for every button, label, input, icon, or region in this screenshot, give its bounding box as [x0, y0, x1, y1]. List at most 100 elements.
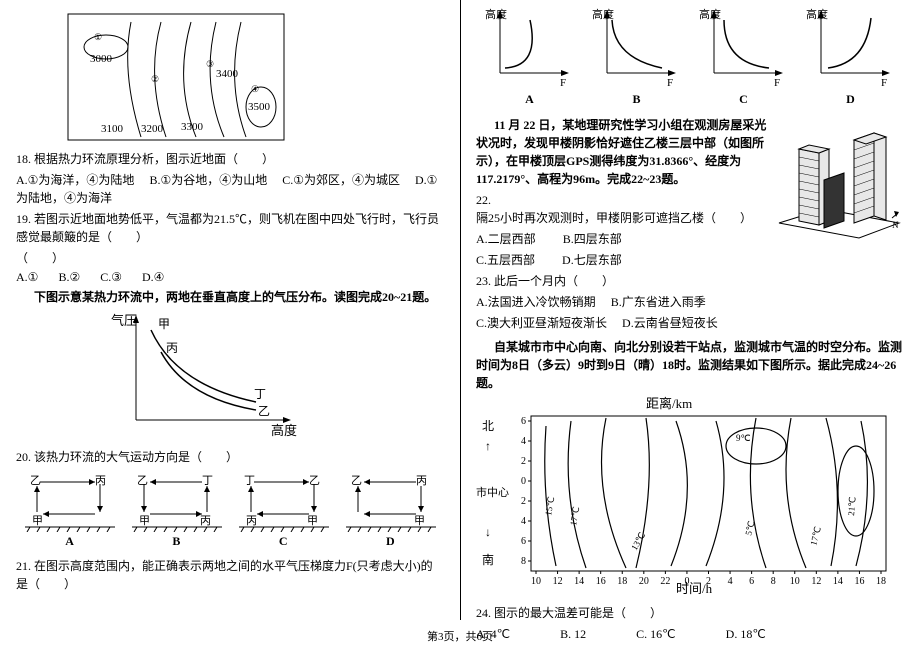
svg-text:丙: 丙 [166, 341, 178, 355]
q18-opts: A.①为海洋，④为陆地 B.①为谷地，④为山地 C.①为郊区，④为城区 D.①为… [16, 171, 444, 207]
q22-opts2: C.五层西部 D.七层东部 [476, 251, 768, 269]
svg-text:16: 16 [596, 576, 606, 587]
svg-text:3400: 3400 [216, 68, 239, 80]
svg-text:2: 2 [521, 456, 526, 467]
q20-b: B [172, 534, 180, 549]
svg-text:20: 20 [639, 576, 649, 587]
svg-text:乙: 乙 [30, 474, 41, 487]
svg-text:甲: 甲 [32, 515, 43, 527]
hf-d: 高度 F D [806, 8, 896, 107]
svg-text:9℃: 9℃ [736, 433, 751, 443]
passage-22-23: 11 月 22 日，某地理研究性学习小组在观测房屋采光状况时，发现甲楼阴影恰好遮… [476, 116, 768, 188]
passage-20-21: 下图示意某热力环流中，两地在垂直高度上的气压分布。读图完成20~21题。 [16, 288, 444, 306]
svg-text:甲: 甲 [414, 515, 425, 527]
q20-dia-a: 乙 丙 甲 [25, 472, 115, 532]
svg-text:3500: 3500 [248, 101, 271, 113]
hf-d-label: D [806, 92, 896, 107]
svg-text:10: 10 [790, 576, 800, 587]
svg-text:3200: 3200 [141, 123, 164, 135]
svg-text:N: N [892, 220, 899, 230]
svg-text:①: ① [94, 32, 102, 42]
svg-text:丁: 丁 [244, 475, 255, 487]
q22-num: 22. [476, 193, 491, 207]
svg-text:18: 18 [617, 576, 627, 587]
q23: 23. 此后一个月内（ ） [476, 272, 768, 290]
svg-text:丁: 丁 [202, 475, 213, 487]
svg-text:12: 12 [811, 576, 821, 587]
q19-num: 19. [16, 212, 31, 226]
hf-c-label: C [699, 92, 789, 107]
svg-text:高度: 高度 [271, 423, 297, 438]
svg-text:南: 南 [482, 552, 494, 567]
svg-text:16: 16 [854, 576, 864, 587]
q22-opts1: A.二层西部 B.四层东部 [476, 230, 768, 248]
contour-figure: ① 3000 ② ③ ④ 3100 3200 3300 3400 3500 [66, 12, 444, 146]
hf-a-label: A [485, 92, 575, 107]
svg-text:乙: 乙 [137, 474, 148, 487]
q19-c: C.③ [100, 270, 122, 285]
svg-text:市中心: 市中心 [476, 485, 509, 499]
svg-text:0: 0 [521, 476, 526, 487]
q22-stem: 隔25小时再次观测时，甲楼阴影可遮挡乙楼（ ） [476, 211, 752, 225]
svg-text:③: ③ [206, 59, 214, 69]
q20-diagrams: 乙 丙 甲 乙 丁 [16, 472, 444, 532]
svg-text:6: 6 [521, 416, 526, 427]
q23-stem: 此后一个月内（ ） [494, 274, 614, 288]
svg-text:10: 10 [531, 576, 541, 587]
svg-text:↑: ↑ [485, 439, 491, 453]
svg-text:丙: 丙 [246, 515, 257, 527]
q20-opts: A B C D [16, 534, 444, 549]
q19-a: A.① [16, 270, 38, 285]
q20-c: C [279, 534, 288, 549]
q20-stem: 该热力环流的大气运动方向是（ ） [34, 450, 238, 464]
svg-text:④: ④ [251, 84, 259, 94]
pressure-svg: 气压 高度 甲 丙 丁 乙 [106, 310, 306, 440]
q20-dia-d: 乙 丙 甲 [346, 472, 436, 532]
svg-text:12: 12 [553, 576, 563, 587]
svg-text:14: 14 [833, 576, 843, 587]
svg-text:2: 2 [521, 496, 526, 507]
svg-text:6: 6 [521, 536, 526, 547]
right-column: 高度 F A 高度 F B [460, 0, 920, 650]
q21: 21. 在图示高度范围内，能正确表示两地之间的水平气压梯度力F(只考虑大小)的是… [16, 557, 444, 593]
hf-a: 高度 F A [485, 8, 575, 107]
q23-opts2: C.澳大利亚昼渐短夜渐长 D.云南省昼短夜长 [476, 314, 768, 332]
q24-stem: 图示的最大温差可能是（ ） [494, 606, 662, 620]
contour-svg: ① 3000 ② ③ ④ 3100 3200 3300 3400 3500 [66, 12, 286, 142]
svg-text:乙: 乙 [258, 404, 270, 418]
q22-a: A.二层西部 [476, 232, 536, 246]
q22-c: C.五层西部 [476, 253, 535, 267]
svg-text:丁: 丁 [254, 387, 266, 401]
svg-text:4: 4 [521, 436, 526, 447]
svg-text:3100: 3100 [101, 123, 124, 135]
svg-text:22: 22 [660, 576, 670, 587]
q23-d: D.云南省昼短夜长 [622, 316, 718, 330]
q20-dia-c: 丁 乙 丙 甲 [239, 472, 329, 532]
svg-text:②: ② [151, 74, 159, 84]
left-column: ① 3000 ② ③ ④ 3100 3200 3300 3400 3500 18… [0, 0, 460, 650]
svg-text:3000: 3000 [90, 53, 113, 65]
q18-b: B.①为谷地，④为山地 [149, 173, 267, 187]
svg-text:F: F [560, 77, 566, 88]
svg-text:时间/h: 时间/h [676, 581, 713, 596]
svg-text:甲: 甲 [139, 515, 150, 527]
svg-text:甲: 甲 [158, 317, 170, 331]
q20-dia-b: 乙 丁 甲 丙 [132, 472, 222, 532]
svg-text:8: 8 [771, 576, 776, 587]
svg-text:F: F [774, 77, 780, 88]
svg-text:6: 6 [749, 576, 754, 587]
q19-stem: 若图示近地面地势低平，气温都为21.5℃，则飞机在图中四处飞行时，飞行员感觉最颠… [16, 212, 439, 244]
svg-text:8: 8 [521, 556, 526, 567]
q18: 18. 根据热力环流原理分析，图示近地面（ ） [16, 150, 444, 168]
svg-text:高度: 高度 [806, 8, 828, 21]
svg-text:距离/km: 距离/km [646, 396, 692, 411]
q22: 22. 隔25小时再次观测时，甲楼阴影可遮挡乙楼（ ） [476, 191, 768, 227]
svg-text:F: F [881, 77, 887, 88]
q20: 20. 该热力环流的大气运动方向是（ ） [16, 448, 444, 466]
q20-num: 20. [16, 450, 31, 464]
q18-stem: 根据热力环流原理分析，图示近地面（ ） [34, 152, 274, 166]
svg-text:18: 18 [876, 576, 886, 587]
q22-d: D.七层东部 [562, 253, 622, 267]
building-figure: N [774, 113, 904, 335]
svg-text:14: 14 [574, 576, 584, 587]
